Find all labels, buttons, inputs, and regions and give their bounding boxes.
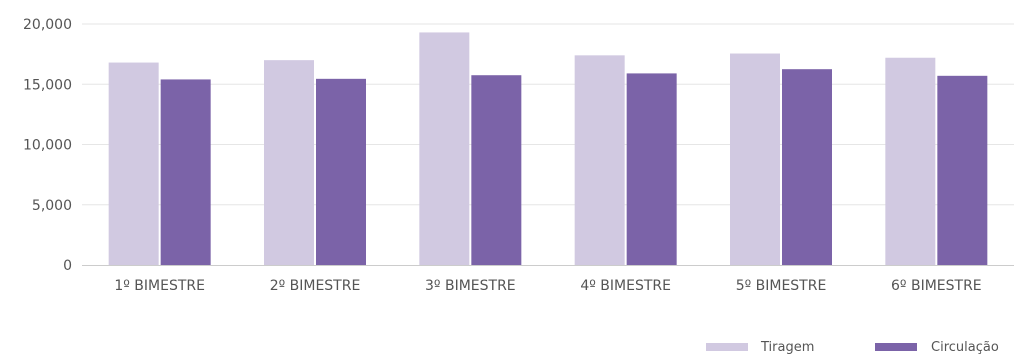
bar-circulacao[interactable] xyxy=(782,69,832,265)
bar-tiragem[interactable] xyxy=(108,62,159,266)
bar-circulacao[interactable] xyxy=(471,75,522,266)
legend-item-tiragem[interactable]: Tiragem xyxy=(706,340,814,355)
x-tick-label: 3º BIMESTRE xyxy=(425,278,516,294)
bars xyxy=(108,32,988,266)
bar-circulacao[interactable] xyxy=(316,78,366,265)
y-tick-label: 15,000 xyxy=(23,77,72,93)
legend-swatch-circulacao xyxy=(875,343,917,351)
x-tick-label: 4º BIMESTRE xyxy=(580,278,671,294)
x-tick-label: 6º BIMESTRE xyxy=(891,278,982,294)
x-axis-ticks: 1º BIMESTRE 2º BIMESTRE 3º BIMESTRE 4º BIME… xyxy=(114,278,981,294)
legend-label-circulacao: Circulação xyxy=(931,340,999,355)
bar-circulacao[interactable] xyxy=(937,75,988,265)
legend-label-tiragem: Tiragem xyxy=(760,340,814,355)
bar-tiragem[interactable] xyxy=(264,60,314,266)
bar-circulacao[interactable] xyxy=(160,79,211,266)
y-tick-label: 0 xyxy=(63,258,72,274)
legend-item-circulacao[interactable]: Circulação xyxy=(875,340,999,355)
bar-tiragem[interactable] xyxy=(730,53,780,266)
bar-tiragem[interactable] xyxy=(885,57,936,265)
x-tick-label: 5º BIMESTRE xyxy=(736,278,827,294)
bar-tiragem[interactable] xyxy=(419,32,470,266)
gridlines xyxy=(82,23,1014,206)
bar-tiragem[interactable] xyxy=(574,55,625,265)
legend-swatch-tiragem xyxy=(706,343,748,351)
legend: Tiragem Circulação xyxy=(706,340,999,355)
x-tick-label: 1º BIMESTRE xyxy=(114,278,205,294)
y-axis-ticks: 0 5,000 10,000 15,000 20,000 xyxy=(23,17,72,274)
y-tick-label: 20,000 xyxy=(23,17,72,33)
y-tick-label: 5,000 xyxy=(32,198,72,214)
x-tick-label: 2º BIMESTRE xyxy=(270,278,361,294)
bar-circulacao[interactable] xyxy=(626,73,677,265)
y-tick-label: 10,000 xyxy=(23,138,72,154)
